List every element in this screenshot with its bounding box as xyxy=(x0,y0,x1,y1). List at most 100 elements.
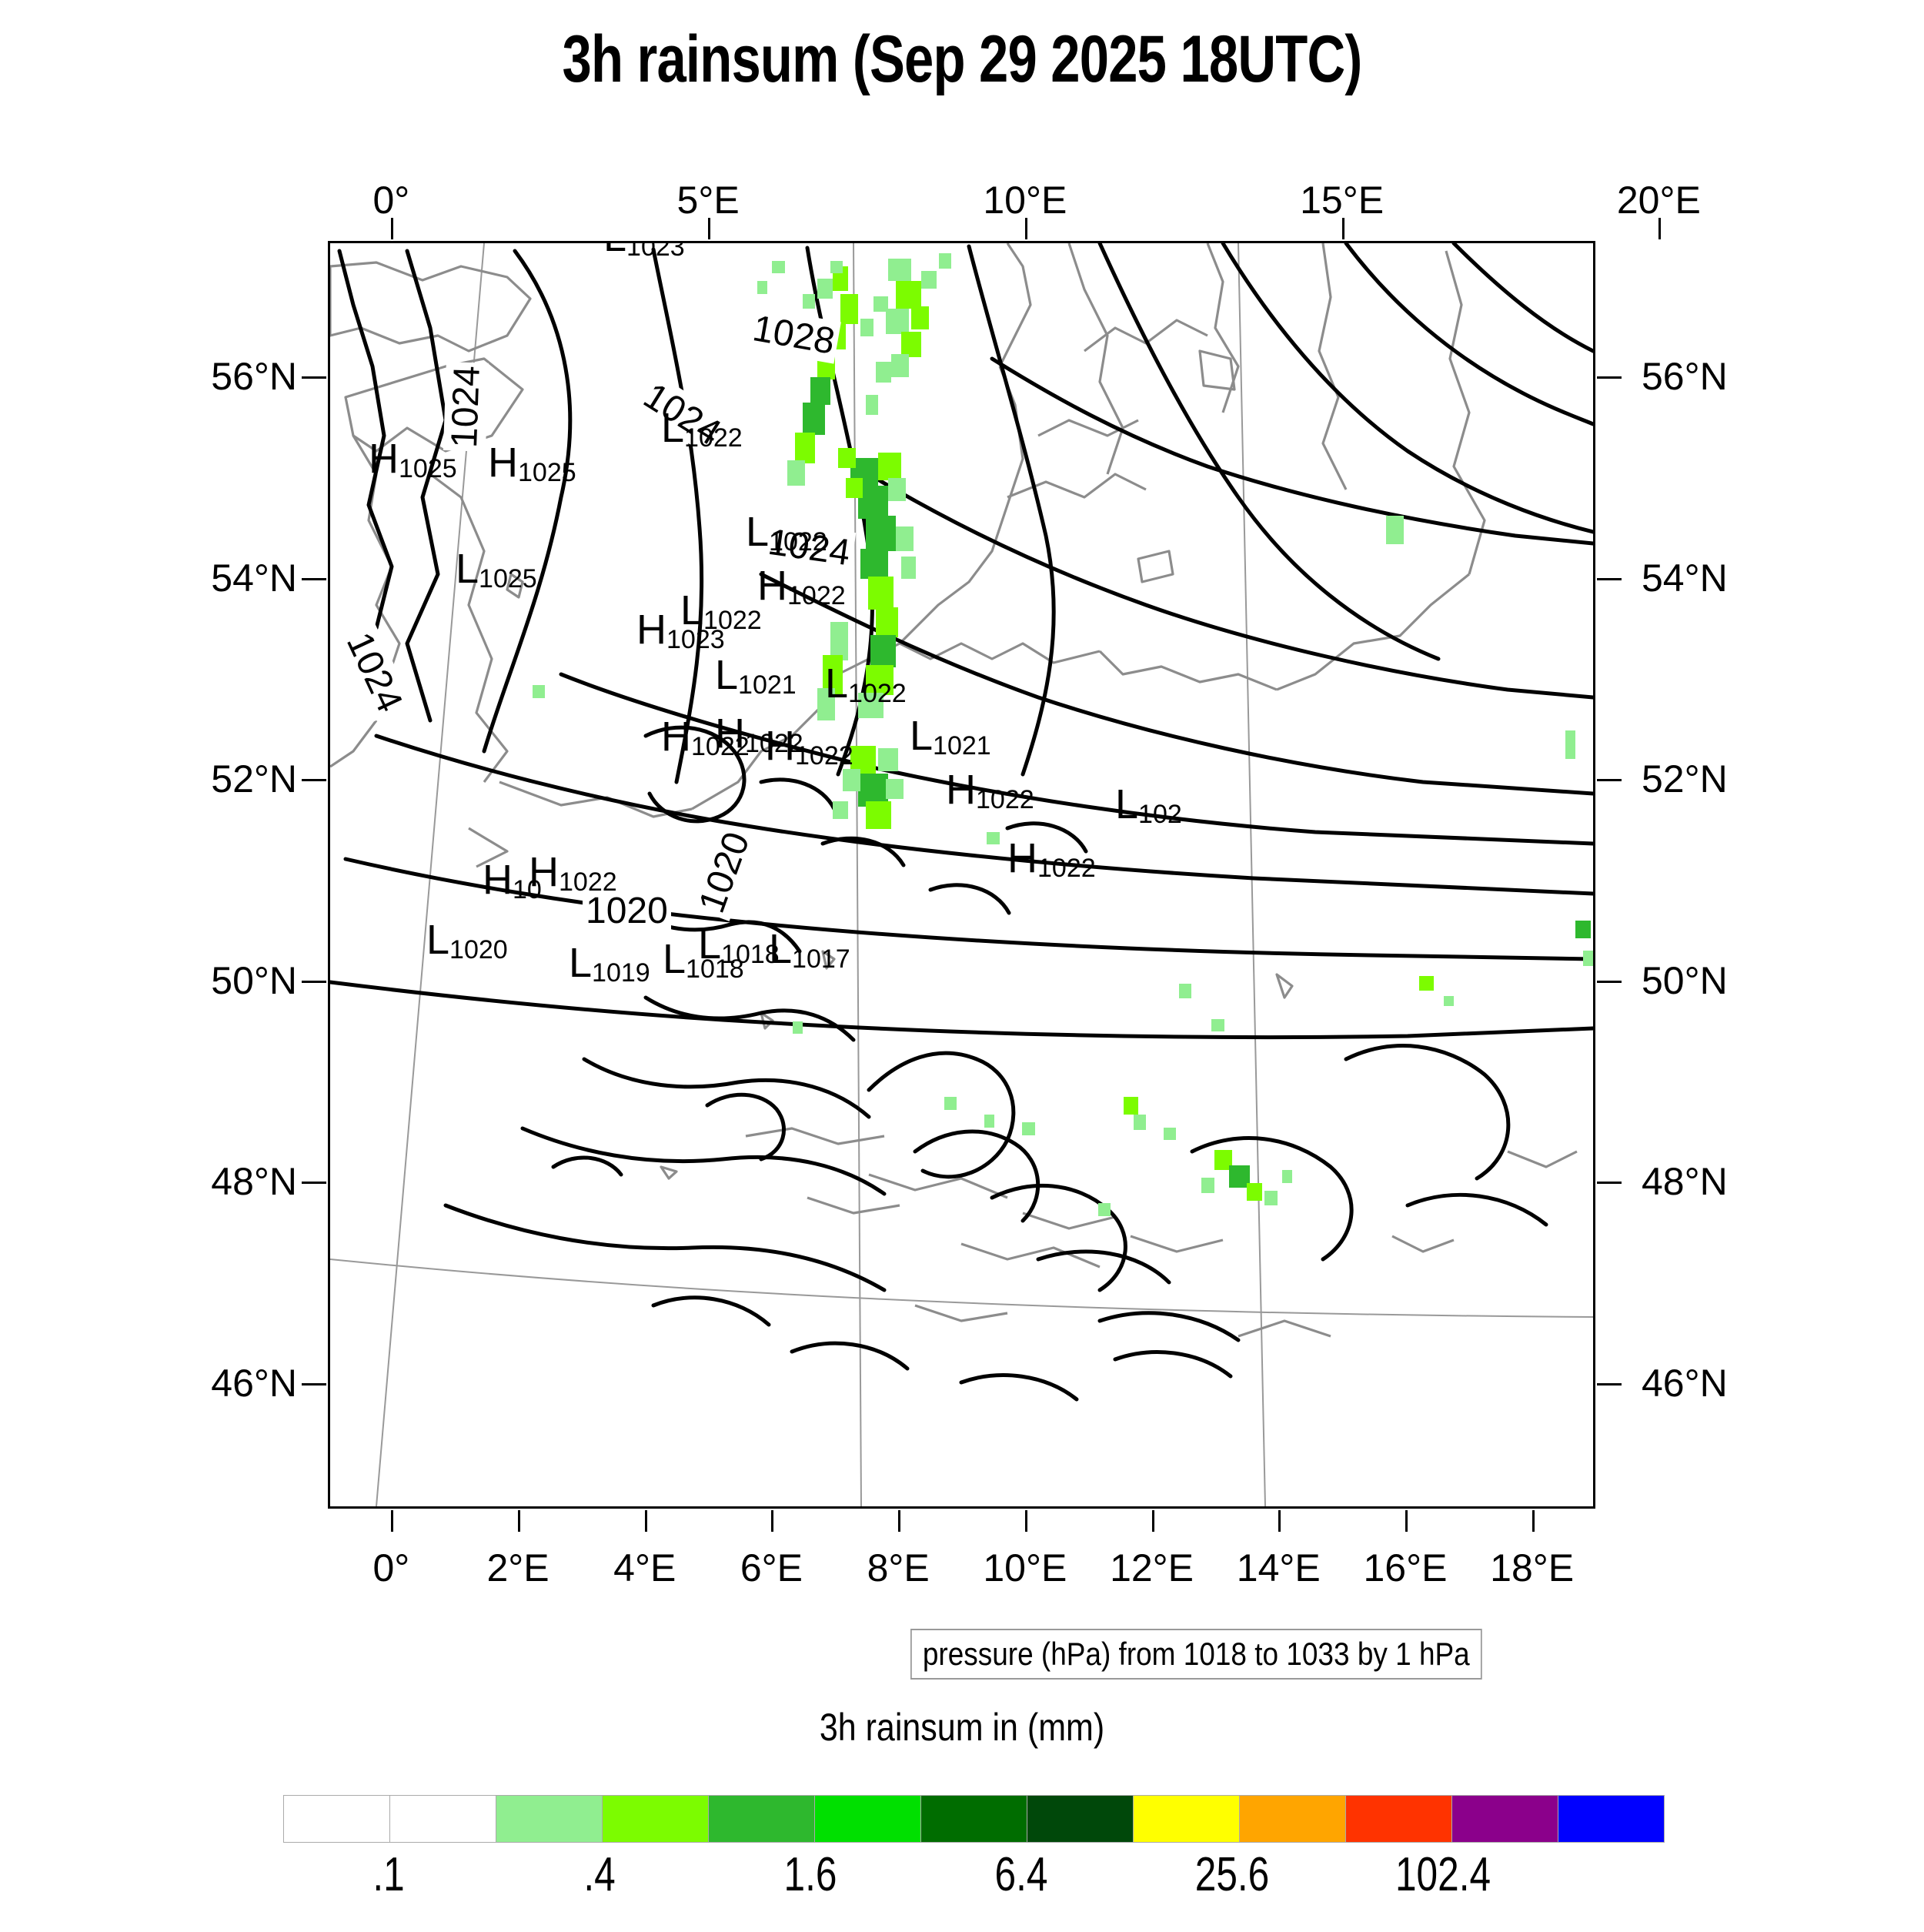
pressure-center-high: H1022 xyxy=(661,714,750,761)
colorbar[interactable] xyxy=(283,1795,1665,1843)
precip-cell xyxy=(1582,950,1593,966)
axis-tick-mark xyxy=(302,779,326,782)
precip-cell xyxy=(875,607,899,637)
map-plot-area[interactable]: 1024 1028 1024 1024 1024 1020 1020 H1025 H1025 L… xyxy=(328,241,1595,1509)
precip-cell xyxy=(1097,1203,1111,1216)
pressure-center-high: H1022 xyxy=(529,849,617,897)
precip-cell xyxy=(920,271,937,289)
pressure-center-high: H1022 xyxy=(946,767,1034,814)
axis-tick-mark xyxy=(1532,1510,1535,1532)
precip-cell xyxy=(865,516,897,552)
pressure-center-high: H1025 xyxy=(488,440,576,487)
precip-cell xyxy=(944,1097,957,1110)
axis-tick-mark xyxy=(302,980,326,983)
precip-cell xyxy=(938,253,952,269)
colorbar-cell[interactable] xyxy=(814,1796,920,1842)
axis-tick-label: 52°N xyxy=(211,757,297,801)
precip-cell xyxy=(532,685,545,698)
precip-cell xyxy=(890,354,909,377)
axis-tick-label: 50°N xyxy=(211,958,297,1002)
precip-cell xyxy=(857,693,884,718)
precip-cell xyxy=(845,478,863,499)
colorbar-cell[interactable] xyxy=(1451,1796,1558,1842)
precip-cell xyxy=(900,331,921,357)
axis-tick-mark xyxy=(1597,1182,1622,1185)
axis-tick-mark xyxy=(1405,1510,1408,1532)
precip-cell xyxy=(840,293,858,324)
pressure-center-low: L1018 xyxy=(663,936,744,984)
axis-tick-mark xyxy=(1341,218,1344,239)
colorbar-cell[interactable] xyxy=(1558,1796,1664,1842)
precip-cell xyxy=(830,260,843,274)
colorbar-cell[interactable] xyxy=(708,1796,814,1842)
precip-cell xyxy=(792,1021,803,1035)
axis-tick-label: 10°E xyxy=(983,179,1067,222)
precip-cell xyxy=(886,309,909,335)
axis-tick-label: 48°N xyxy=(211,1160,297,1204)
precip-cell xyxy=(837,447,856,469)
axis-tick-mark xyxy=(771,1510,774,1532)
axis-tick-label: 50°N xyxy=(1642,958,1728,1002)
colorbar-cell[interactable] xyxy=(496,1796,602,1842)
colorbar-cell[interactable] xyxy=(1239,1796,1345,1842)
precip-cell xyxy=(810,376,830,406)
precip-cell xyxy=(1444,996,1455,1007)
precip-cell xyxy=(860,319,873,337)
pressure-center-low: L1017 xyxy=(769,926,850,974)
axis-tick-mark xyxy=(1024,1510,1027,1532)
colorbar-cell[interactable] xyxy=(284,1796,389,1842)
colorbar-tick-label: 102.4 xyxy=(1395,1848,1491,1901)
colorbar-cell[interactable] xyxy=(602,1796,708,1842)
axis-tick-label: 14°E xyxy=(1236,1546,1321,1589)
precip-cell xyxy=(802,293,816,309)
pressure-center-low: L1021 xyxy=(910,713,991,760)
axis-tick-label: 0° xyxy=(372,1546,410,1589)
precip-cell xyxy=(870,634,897,668)
colorbar-tick-label: 1.6 xyxy=(783,1848,837,1901)
page-title: 3h rainsum (Sep 29 2025 18UTC) xyxy=(562,22,1362,96)
precip-cell xyxy=(857,774,889,807)
colorbar-cell[interactable] xyxy=(1345,1796,1451,1842)
colorbar-cell[interactable] xyxy=(1027,1796,1133,1842)
precip-cell xyxy=(886,778,904,800)
axis-tick-label: 46°N xyxy=(211,1361,297,1405)
colorbar-caption: 3h rainsum in (mm) xyxy=(819,1706,1105,1749)
axis-tick-mark xyxy=(1597,1382,1622,1385)
colorbar-tick-label: 6.4 xyxy=(994,1848,1048,1901)
pressure-center-low: L102 xyxy=(1115,781,1182,829)
pressure-center-low: L1020 xyxy=(426,917,508,964)
pressure-center-high: H1022 xyxy=(765,723,853,770)
axis-tick-mark xyxy=(391,218,394,239)
axis-tick-label: 4°E xyxy=(613,1546,676,1589)
axis-tick-label: 10°E xyxy=(983,1546,1067,1589)
precip-cell xyxy=(896,526,914,552)
precip-cell xyxy=(910,306,929,329)
precip-cell xyxy=(1178,983,1192,999)
axis-tick-mark xyxy=(1597,779,1622,782)
axis-tick-label: 46°N xyxy=(1642,1361,1728,1405)
pressure-center-high: H1025 xyxy=(369,436,457,483)
precip-cell xyxy=(1201,1178,1214,1194)
precip-cell xyxy=(888,478,907,501)
axis-tick-label: 0° xyxy=(372,179,410,222)
axis-tick-mark xyxy=(1278,1510,1281,1532)
precip-cell xyxy=(896,281,921,309)
precip-cell xyxy=(830,622,848,660)
axis-tick-label: 12°E xyxy=(1110,1546,1194,1589)
colorbar-tick-label: .1 xyxy=(372,1848,405,1901)
axis-tick-label: 18°E xyxy=(1490,1546,1575,1589)
pressure-legend: pressure (hPa) from 1018 to 1033 by 1 hP… xyxy=(910,1629,1482,1680)
colorbar-cell[interactable] xyxy=(389,1796,496,1842)
axis-tick-label: 54°N xyxy=(1642,556,1728,600)
precip-cell xyxy=(757,281,767,294)
axis-tick-mark xyxy=(1151,1510,1154,1532)
precip-cell xyxy=(888,258,911,282)
precip-cell xyxy=(1385,516,1404,544)
precip-cell xyxy=(772,260,785,274)
axis-tick-mark xyxy=(518,1510,521,1532)
colorbar-cell[interactable] xyxy=(920,1796,1027,1842)
colorbar-cell[interactable] xyxy=(1133,1796,1239,1842)
axis-tick-mark xyxy=(1658,218,1662,239)
axis-tick-label: 52°N xyxy=(1642,757,1728,801)
colorbar-tick-label: 25.6 xyxy=(1194,1848,1270,1901)
